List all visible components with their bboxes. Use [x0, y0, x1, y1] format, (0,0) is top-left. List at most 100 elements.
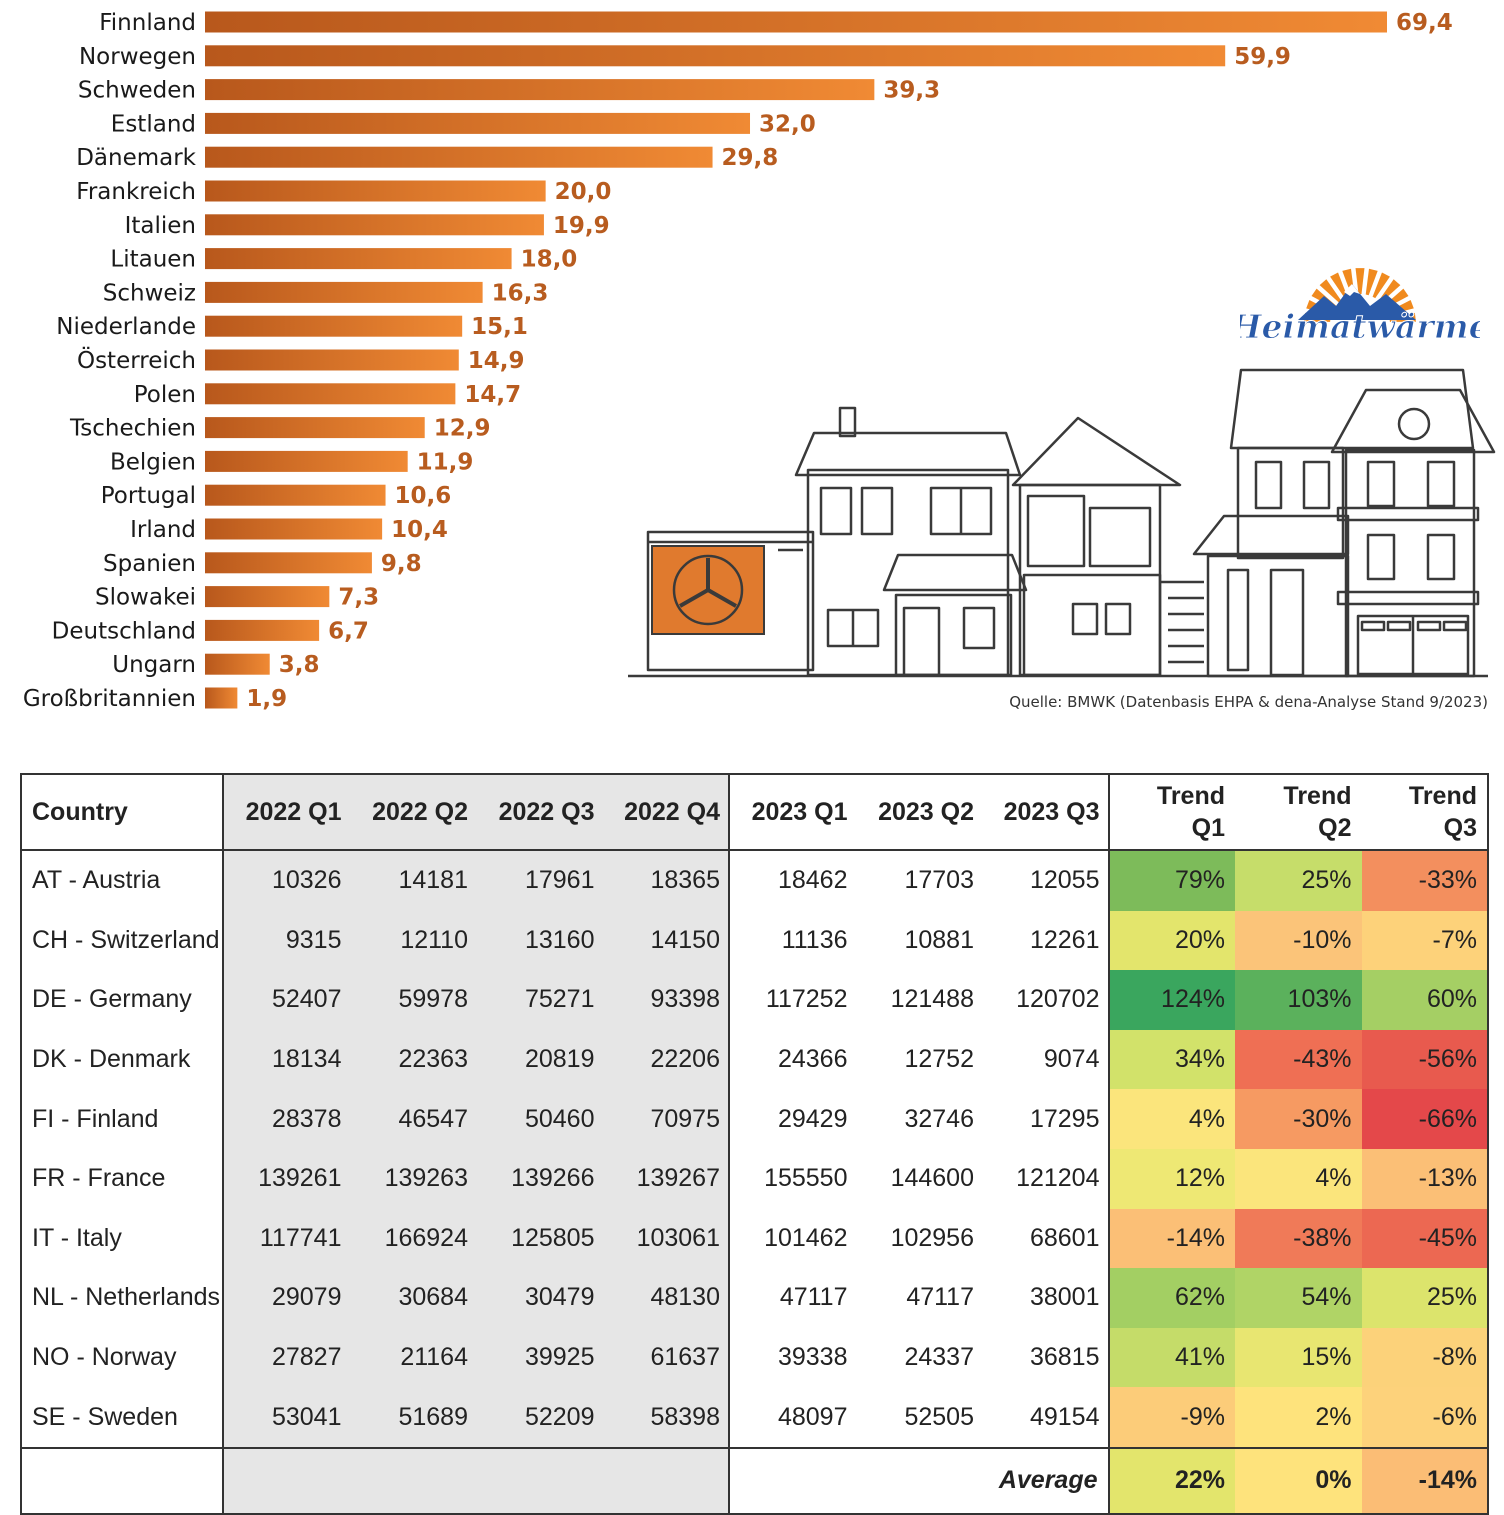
bar — [205, 349, 459, 371]
category-label: Schweiz — [103, 280, 196, 306]
trend-cell: 12% — [1107, 1148, 1235, 1209]
value-label: 19,9 — [553, 213, 610, 239]
value-cell: 32746 — [904, 1104, 974, 1133]
value-label: 7,3 — [338, 585, 379, 611]
value-label: 9,8 — [381, 551, 422, 577]
value-cell: 24337 — [904, 1343, 974, 1372]
value-cell: 50460 — [476, 1089, 603, 1149]
country-cell: DE - Germany — [32, 985, 192, 1014]
value-cell: 121204 — [1016, 1164, 1100, 1193]
value-cell: 144600 — [890, 1164, 974, 1193]
category-label: Spanien — [103, 551, 196, 577]
value-cell: 30479 — [476, 1268, 603, 1328]
logo-text: Heimatwärme — [1240, 307, 1480, 346]
houses-illustration — [628, 368, 1496, 678]
sun-ray-icon — [1365, 268, 1378, 296]
bar — [205, 552, 372, 574]
trend-cell: -10% — [1235, 910, 1362, 971]
value-cell: 24366 — [728, 1029, 856, 1090]
value-cell: 49154 — [1029, 1402, 1100, 1431]
bar — [205, 146, 713, 168]
trend-cell: 34% — [1107, 1029, 1235, 1090]
value-cell: 29429 — [728, 1089, 856, 1149]
value-label: 10,4 — [391, 517, 448, 543]
trend-cell: -13% — [1361, 1148, 1488, 1209]
value-label: 10,6 — [395, 483, 452, 509]
header-2022-q4: 2022 Q4 — [602, 774, 729, 851]
value-cell: 51689 — [349, 1387, 476, 1448]
value-cell: 22206 — [602, 1029, 729, 1090]
category-label: Italien — [125, 213, 196, 239]
trend-cell: 25% — [1361, 1268, 1488, 1328]
value-cell: 9315 — [222, 910, 350, 971]
value-cell: 12110 — [349, 910, 476, 971]
category-label: Portugal — [101, 483, 196, 509]
value-cell: 30684 — [349, 1268, 476, 1328]
category-label: Schweden — [78, 78, 196, 104]
value-cell: 155550 — [728, 1148, 856, 1209]
category-label: Irland — [130, 517, 196, 543]
value-cell: 46547 — [349, 1089, 476, 1149]
bar — [205, 11, 1387, 33]
value-cell: 68601 — [1029, 1223, 1100, 1252]
value-cell: 125805 — [476, 1208, 603, 1269]
value-cell: 48097 — [728, 1387, 856, 1448]
trend-cell: 60% — [1361, 970, 1488, 1030]
bar — [205, 484, 386, 506]
value-cell: 121488 — [890, 985, 974, 1014]
trend-cell: 124% — [1107, 970, 1235, 1030]
value-cell: 10881 — [904, 925, 974, 954]
value-cell: 17703 — [904, 866, 974, 895]
value-cell: 120702 — [1016, 985, 1100, 1014]
value-cell: 11136 — [728, 910, 856, 971]
value-cell: 166924 — [349, 1208, 476, 1269]
value-cell: 52209 — [476, 1387, 603, 1448]
value-label: 3,8 — [279, 652, 320, 678]
table-header-row: Country 2022 Q1 2022 Q2 2022 Q3 2022 Q4 … — [21, 774, 1488, 851]
trend-cell: 4% — [1107, 1089, 1235, 1149]
value-cell: 75271 — [476, 970, 603, 1030]
trend-cell: -14% — [1107, 1208, 1235, 1269]
header-2022-q2: 2022 Q2 — [349, 774, 476, 851]
value-cell: 139267 — [602, 1148, 729, 1209]
sun-ray-icon — [1319, 279, 1342, 303]
value-cell: 48130 — [602, 1268, 729, 1328]
bar — [205, 315, 463, 337]
value-cell: 12261 — [1029, 925, 1100, 954]
country-cell: NO - Norway — [32, 1343, 177, 1372]
value-cell: 10326 — [222, 850, 350, 911]
value-cell: 103061 — [602, 1208, 729, 1269]
table-row: NL - Netherlands 29079 30684 30479 48130 4711… — [21, 1268, 1488, 1328]
value-cell: 117741 — [222, 1208, 350, 1269]
value-cell: 17961 — [476, 850, 603, 911]
bar — [205, 248, 512, 270]
average-row: Average 22% 0% -14% — [21, 1446, 1488, 1514]
bar — [205, 180, 546, 202]
value-cell: 18365 — [602, 850, 729, 911]
average-trend-q1: 22% — [1107, 1446, 1235, 1514]
category-label: Dänemark — [76, 145, 196, 171]
bar — [205, 586, 330, 608]
value-cell: 39925 — [476, 1327, 603, 1388]
value-label: 69,4 — [1396, 10, 1453, 36]
country-cell: SE - Sweden — [32, 1402, 178, 1431]
table-row: IT - Italy 117741 166924 125805 103061 101462… — [21, 1208, 1488, 1269]
table-row: NO - Norway 27827 21164 39925 61637 39338 2433… — [21, 1327, 1488, 1388]
value-label: 20,0 — [555, 179, 612, 205]
bar — [205, 687, 238, 709]
value-cell: 59978 — [349, 970, 476, 1030]
value-cell: 21164 — [349, 1327, 476, 1388]
value-label: 11,9 — [417, 449, 474, 475]
average-label: Average — [728, 1446, 1109, 1514]
country-cell: IT - Italy — [32, 1223, 122, 1252]
country-cell: CH - Switzerland — [32, 925, 220, 954]
data-table-wrap: Country 2022 Q1 2022 Q2 2022 Q3 2022 Q4 … — [20, 773, 1489, 1515]
bar — [205, 518, 383, 540]
bar — [205, 79, 875, 101]
value-cell: 14150 — [602, 910, 729, 971]
bar — [205, 112, 751, 134]
value-cell: 13160 — [476, 910, 603, 971]
trend-cell: -8% — [1361, 1327, 1488, 1388]
bar — [205, 619, 320, 641]
value-cell: 139266 — [476, 1148, 603, 1209]
